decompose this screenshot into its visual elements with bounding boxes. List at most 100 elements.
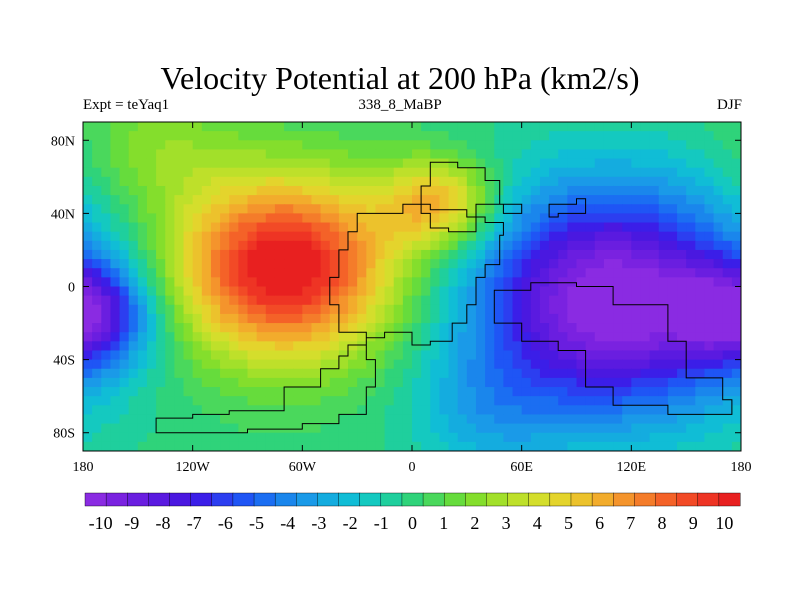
field-cell	[338, 140, 349, 151]
field-cell	[220, 195, 230, 205]
field-cell	[256, 377, 267, 388]
field-cell	[174, 158, 185, 169]
field-cell	[713, 231, 724, 242]
field-cell	[439, 176, 450, 187]
field-cell	[585, 268, 596, 278]
field-cell	[238, 149, 249, 160]
field-cell	[375, 268, 386, 278]
field-cell	[284, 195, 294, 205]
field-cell	[302, 149, 313, 160]
field-cell	[530, 131, 541, 141]
field-cell	[110, 149, 121, 160]
field-cell	[457, 359, 468, 370]
field-cell	[284, 249, 294, 260]
field-cell	[503, 341, 514, 352]
field-cell	[375, 158, 386, 169]
field-cell	[192, 368, 203, 379]
field-cell	[375, 377, 386, 388]
field-cell	[201, 140, 212, 151]
field-cell	[549, 313, 559, 324]
field-cell	[183, 249, 194, 260]
field-cell	[265, 332, 276, 342]
field-cell	[83, 377, 93, 388]
field-cell	[329, 249, 340, 260]
field-cell	[466, 122, 477, 132]
field-cell	[622, 268, 632, 278]
field-cell	[284, 341, 294, 352]
field-cell	[302, 313, 313, 324]
field-cell	[494, 131, 504, 141]
field-cell	[210, 441, 221, 451]
field-cell	[384, 122, 395, 132]
field-cell	[631, 204, 642, 214]
field-cell	[658, 405, 669, 416]
colorbar-swatch	[570, 492, 593, 507]
field-cell	[311, 240, 322, 251]
field-cell	[192, 158, 203, 169]
field-cell	[229, 396, 239, 406]
field-cell	[293, 249, 303, 260]
field-cell	[348, 313, 358, 324]
field-cell	[366, 249, 377, 260]
field-cell	[320, 414, 331, 425]
field-cell	[92, 122, 102, 132]
field-cell	[567, 185, 578, 196]
field-cell	[686, 286, 696, 297]
field-cell	[302, 122, 313, 132]
field-cell	[667, 149, 678, 160]
field-cell	[430, 277, 441, 288]
field-cell	[704, 359, 715, 370]
field-cell	[146, 122, 157, 132]
field-cell	[119, 377, 130, 388]
field-cell	[503, 222, 514, 233]
field-cell	[210, 185, 221, 196]
field-cell	[412, 122, 422, 132]
field-cell	[293, 332, 303, 342]
field-cell	[101, 396, 112, 406]
field-cell	[430, 405, 441, 416]
field-cell	[475, 387, 486, 397]
field-cell	[503, 149, 514, 160]
field-cell	[320, 432, 331, 443]
field-cell	[375, 304, 386, 315]
field-cell	[128, 176, 139, 187]
field-cell	[585, 377, 596, 388]
field-cell	[210, 323, 221, 333]
field-cell	[466, 295, 477, 306]
field-cell	[110, 423, 121, 434]
field-cell	[229, 149, 239, 160]
field-cell	[92, 231, 102, 242]
field-cell	[713, 277, 724, 288]
field-cell	[567, 240, 578, 251]
field-cell	[512, 149, 523, 160]
field-cell	[649, 350, 660, 361]
field-cell	[110, 176, 121, 187]
field-cell	[338, 441, 349, 451]
field-cell	[603, 240, 614, 251]
field-cell	[521, 249, 532, 260]
field-cell	[695, 268, 706, 278]
field-cell	[539, 359, 550, 370]
field-cell	[137, 313, 148, 324]
field-cell	[713, 323, 724, 333]
field-cell	[667, 405, 678, 416]
field-cell	[512, 259, 523, 269]
field-cell	[311, 222, 322, 233]
field-cell	[585, 122, 596, 132]
field-cell	[640, 213, 651, 224]
field-cell	[594, 268, 605, 278]
field-cell	[137, 222, 148, 233]
field-cell	[119, 249, 130, 260]
field-cell	[494, 359, 504, 370]
field-cell	[704, 149, 715, 160]
field-cell	[183, 268, 194, 278]
field-cell	[393, 259, 404, 269]
field-cell	[402, 313, 413, 324]
field-cell	[265, 122, 276, 132]
field-cell	[466, 259, 477, 269]
field-cell	[338, 286, 349, 297]
field-cell	[457, 414, 468, 425]
field-cell	[293, 377, 303, 388]
field-cell	[293, 441, 303, 451]
field-cell	[302, 359, 313, 370]
